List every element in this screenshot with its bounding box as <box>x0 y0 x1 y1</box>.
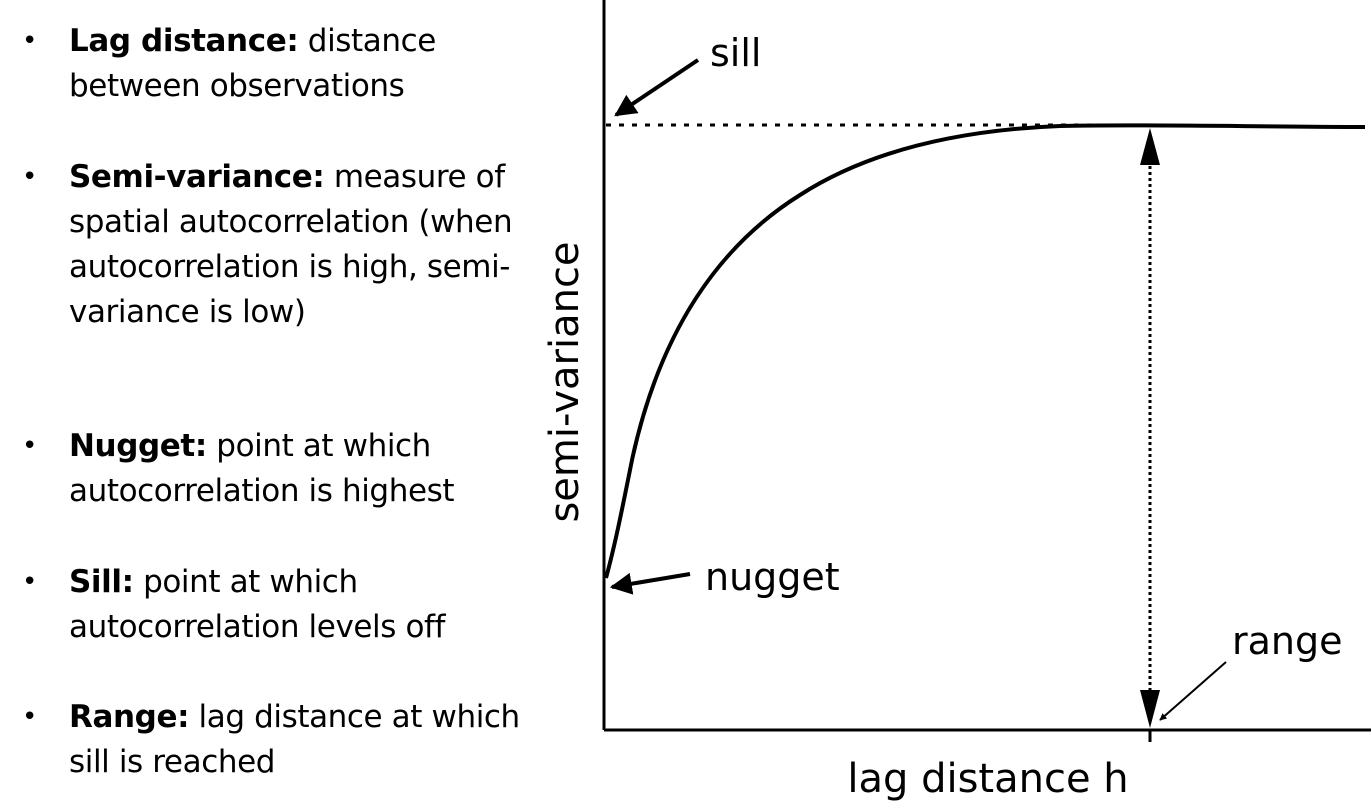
range-label: range <box>1232 619 1343 663</box>
y-axis-label: semi-variance <box>542 241 588 522</box>
range-arrowhead-down-icon <box>1140 690 1160 728</box>
nugget-pointer-arrow <box>612 574 690 587</box>
nugget-label: nugget <box>705 555 840 599</box>
semivariogram-curve <box>606 125 1365 578</box>
sill-label: sill <box>710 31 761 75</box>
sill-pointer-arrow <box>616 60 698 115</box>
range-arrowhead-up-icon <box>1140 128 1160 165</box>
range-pointer-line <box>1160 662 1226 720</box>
x-axis-label: lag distance h <box>847 756 1128 802</box>
